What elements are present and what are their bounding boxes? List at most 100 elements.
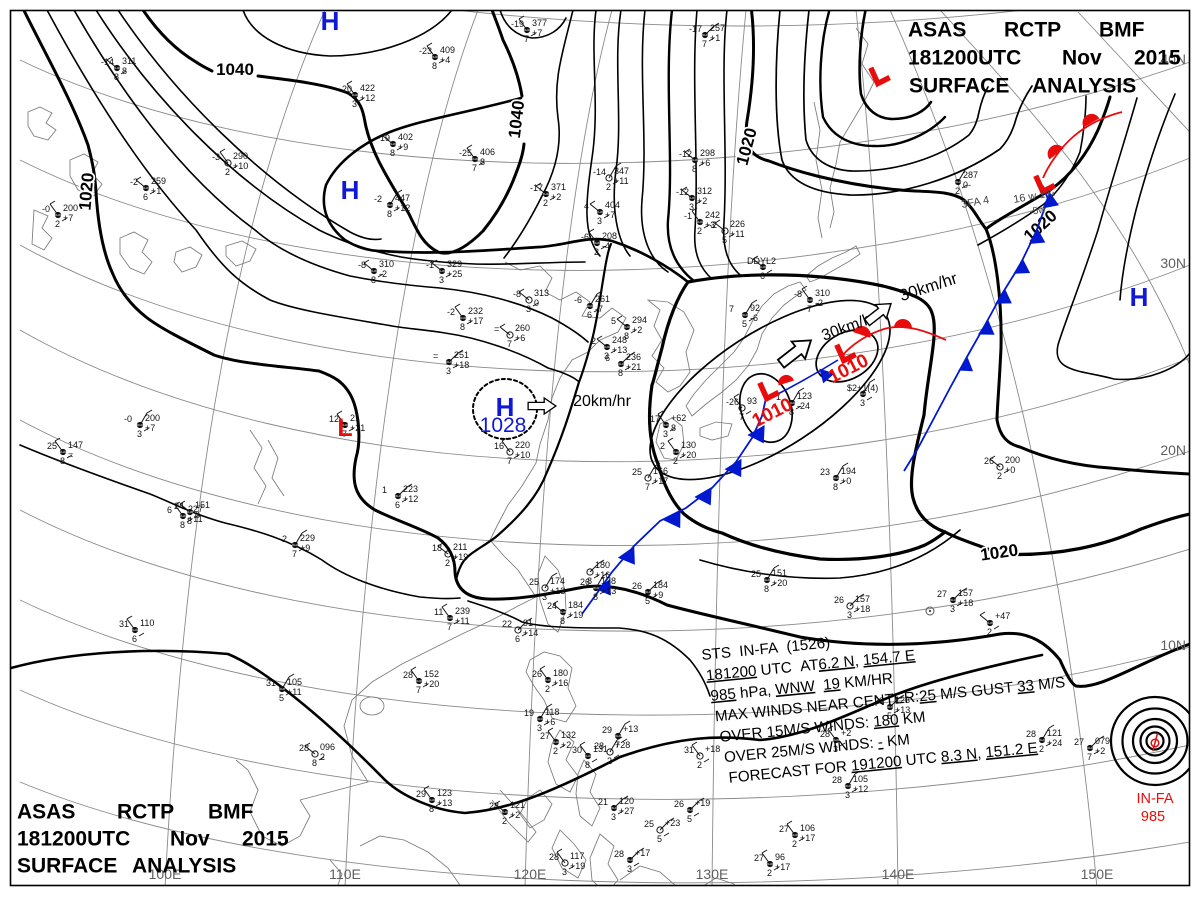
svg-text:404: 404	[605, 200, 620, 210]
svg-text:227: 227	[188, 504, 203, 514]
svg-text:30N: 30N	[1160, 255, 1186, 271]
svg-text:121: 121	[510, 800, 525, 810]
svg-text:-8: -8	[358, 260, 366, 270]
svg-text:=: =	[433, 351, 438, 361]
svg-text:+24: +24	[1047, 738, 1062, 748]
svg-text:7: 7	[729, 304, 734, 314]
svg-text:+2: +2	[510, 810, 520, 820]
svg-text:25: 25	[47, 441, 57, 451]
svg-text:140E: 140E	[882, 866, 915, 882]
svg-text:7: 7	[507, 339, 512, 349]
svg-text:+7: +7	[145, 423, 155, 433]
svg-text:+17: +17	[635, 848, 650, 858]
svg-text:DDYL2: DDYL2	[747, 256, 776, 266]
svg-text:105: 105	[853, 774, 868, 784]
svg-text:+11: +11	[287, 687, 302, 697]
svg-text:27: 27	[540, 731, 550, 741]
svg-text:8: 8	[585, 760, 590, 770]
svg-text:239: 239	[455, 606, 470, 616]
svg-text:3FA 4: 3FA 4	[960, 194, 990, 211]
svg-text:132: 132	[561, 730, 576, 740]
svg-text:24: 24	[547, 601, 557, 611]
svg-text:+21: +21	[350, 423, 365, 433]
svg-text:409: 409	[440, 45, 455, 55]
svg-text:26: 26	[674, 799, 684, 809]
svg-text:21: 21	[350, 413, 360, 423]
svg-text:6: 6	[132, 634, 137, 644]
svg-text:-2: -2	[374, 194, 382, 204]
svg-text:3: 3	[604, 351, 609, 361]
svg-text:RCTP: RCTP	[117, 801, 174, 824]
svg-text:26: 26	[632, 581, 642, 591]
svg-text:17: 17	[650, 414, 660, 424]
svg-text:6: 6	[167, 505, 172, 515]
svg-text:+62: +62	[671, 413, 686, 423]
svg-text:310: 310	[379, 259, 394, 269]
svg-text:29: 29	[602, 725, 612, 735]
svg-text:-2: -2	[130, 177, 138, 187]
svg-text:259: 259	[151, 176, 166, 186]
svg-text:261: 261	[595, 294, 610, 304]
svg-text:3: 3	[663, 429, 668, 439]
svg-text:-17: -17	[689, 24, 702, 34]
svg-text:0: 0	[534, 298, 539, 308]
svg-text:-2: -2	[279, 534, 287, 544]
svg-text:ASAS: ASAS	[908, 19, 966, 42]
svg-text:8: 8	[624, 331, 629, 341]
svg-text:0: 0	[195, 510, 200, 520]
svg-text:8: 8	[460, 322, 465, 332]
svg-text:251: 251	[454, 350, 469, 360]
svg-text:+11: +11	[614, 176, 629, 186]
svg-text:28: 28	[489, 801, 499, 811]
svg-text:-12: -12	[679, 149, 692, 159]
svg-text:+13: +13	[437, 798, 452, 808]
svg-text:29: 29	[874, 696, 884, 706]
svg-text:-8: -8	[513, 289, 521, 299]
svg-text:5: 5	[687, 814, 692, 824]
svg-text:H: H	[341, 175, 360, 205]
svg-text:1040: 1040	[216, 60, 254, 79]
svg-text:2: 2	[55, 219, 60, 229]
svg-text:+21: +21	[626, 362, 641, 372]
svg-text:+19: +19	[570, 861, 585, 871]
svg-text:8: 8	[587, 576, 592, 586]
svg-text:211: 211	[453, 542, 467, 552]
svg-text:2: 2	[606, 182, 611, 192]
svg-text:+13: +13	[601, 586, 616, 596]
svg-text:152: 152	[424, 669, 439, 679]
svg-text:8: 8	[187, 516, 192, 526]
svg-text:BMF: BMF	[208, 801, 254, 824]
svg-text:8: 8	[371, 275, 376, 285]
svg-text:+9: +9	[398, 142, 408, 152]
svg-text:208: 208	[602, 231, 617, 241]
svg-text:28: 28	[299, 743, 309, 753]
svg-text:257: 257	[710, 23, 725, 33]
svg-text:+20: +20	[681, 450, 696, 460]
svg-text:-3: -3	[212, 152, 220, 162]
svg-text:106: 106	[800, 823, 815, 833]
svg-text:18: 18	[432, 543, 442, 553]
svg-text:+6: +6	[545, 717, 555, 727]
svg-text:27: 27	[937, 589, 947, 599]
svg-text:329: 329	[447, 259, 462, 269]
svg-text:+1: +1	[710, 33, 720, 43]
svg-text:+1: +1	[151, 186, 161, 196]
svg-text:-5w: -5w	[1029, 204, 1048, 218]
svg-text:8: 8	[833, 482, 838, 492]
svg-text:28: 28	[832, 775, 842, 785]
svg-text:+25: +25	[447, 269, 462, 279]
svg-text:28: 28	[403, 670, 413, 680]
svg-text:+18: +18	[958, 598, 973, 608]
svg-text:+17: +17	[653, 476, 668, 486]
svg-text:110E: 110E	[329, 866, 361, 882]
svg-text:96: 96	[775, 852, 785, 862]
svg-text:+16: +16	[595, 570, 610, 580]
svg-text:28: 28	[1026, 729, 1036, 739]
svg-text:248: 248	[612, 335, 627, 345]
svg-text:2: 2	[543, 198, 548, 208]
svg-text:+12: +12	[360, 93, 375, 103]
svg-text:Nov: Nov	[1062, 47, 1102, 70]
svg-text:+7: +7	[605, 210, 615, 220]
svg-text:313: 313	[534, 288, 549, 298]
svg-text:2: 2	[660, 441, 665, 451]
